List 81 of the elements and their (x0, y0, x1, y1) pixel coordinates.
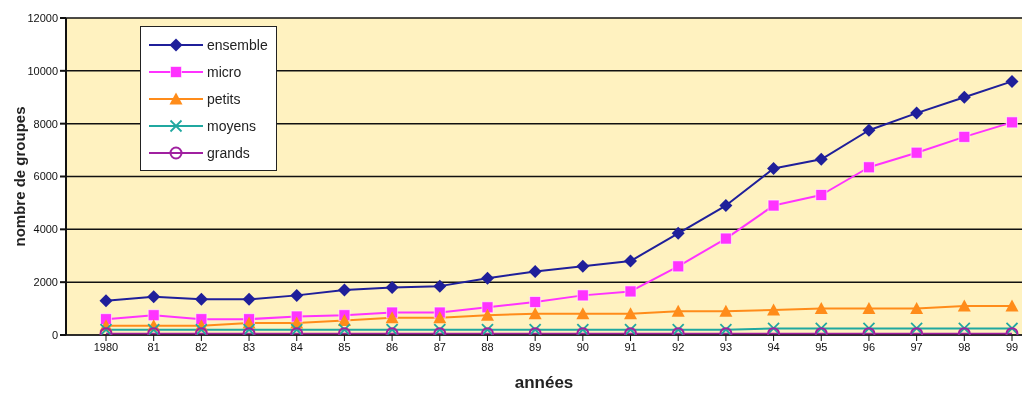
y-tick-label: 6000 (33, 170, 58, 183)
x-tick-label: 92 (672, 340, 685, 353)
point (624, 285, 637, 298)
point (242, 292, 256, 306)
point (576, 307, 590, 320)
x-axis-title: années (514, 373, 574, 392)
x-tick-label: 90 (576, 340, 589, 353)
point (815, 188, 828, 201)
x-tick-label: 82 (195, 340, 208, 353)
legend-label: micro (207, 63, 242, 80)
point (767, 199, 780, 212)
point (99, 294, 113, 308)
point (957, 299, 971, 312)
x-tick-label: 95 (815, 340, 828, 353)
point (672, 260, 685, 273)
point (528, 265, 542, 279)
y-tick-label: 8000 (33, 117, 58, 130)
point (337, 283, 351, 297)
x-tick-label: 89 (529, 340, 542, 353)
legend-label: ensemble (207, 36, 268, 53)
x-tick-label: 98 (958, 340, 971, 353)
point (481, 301, 494, 314)
point (480, 271, 494, 285)
point (862, 123, 876, 137)
point (194, 292, 208, 306)
x-tick-label: 84 (290, 340, 303, 353)
y-tick-label: 0 (51, 328, 58, 341)
point (719, 232, 732, 245)
point (576, 289, 589, 302)
point (814, 152, 828, 166)
x-tick-label: 1980 (93, 340, 119, 353)
point (862, 161, 875, 174)
y-tick-label: 12000 (27, 11, 58, 24)
y-axis-title: nombre de groupes (11, 106, 29, 247)
point (147, 309, 160, 322)
x-tick-label: 97 (910, 340, 923, 353)
point (719, 304, 733, 317)
point (910, 106, 924, 120)
x-tick-label: 87 (433, 340, 446, 353)
legend-label: petits (207, 90, 241, 107)
point (671, 304, 685, 317)
point (1006, 116, 1018, 129)
point (433, 311, 447, 324)
point (910, 302, 924, 315)
point (290, 288, 304, 302)
x-tick-label: 83 (242, 340, 256, 353)
legend-label: grands (207, 144, 250, 161)
legend-label: moyens (207, 117, 257, 134)
point (624, 254, 638, 268)
y-tick-label: 10000 (27, 64, 58, 77)
point (1005, 299, 1019, 312)
point (147, 290, 161, 304)
point (958, 130, 971, 143)
point (767, 162, 781, 176)
point (719, 199, 733, 213)
point (862, 302, 876, 315)
point (671, 226, 685, 240)
y-tick-label: 2000 (33, 276, 58, 289)
y-tick-label: 4000 (33, 223, 58, 236)
point (767, 303, 781, 316)
point (433, 279, 447, 293)
point (957, 90, 971, 104)
x-tick-label: 93 (719, 340, 733, 353)
point (624, 307, 638, 320)
point (528, 307, 542, 320)
point (576, 259, 590, 273)
point (480, 308, 494, 321)
point (1005, 74, 1019, 88)
point (814, 302, 828, 315)
x-tick-label: 81 (147, 340, 160, 353)
x-tick-label: 94 (767, 340, 780, 353)
x-tick-label: 86 (385, 340, 399, 353)
point (910, 146, 923, 159)
point (529, 295, 542, 308)
point (385, 280, 399, 294)
x-tick-label: 99 (1005, 340, 1019, 353)
point (385, 311, 399, 324)
x-tick-label: 96 (862, 340, 876, 353)
x-tick-label: 91 (624, 340, 637, 353)
x-tick-label: 88 (481, 340, 494, 353)
x-tick-label: 85 (338, 340, 351, 353)
